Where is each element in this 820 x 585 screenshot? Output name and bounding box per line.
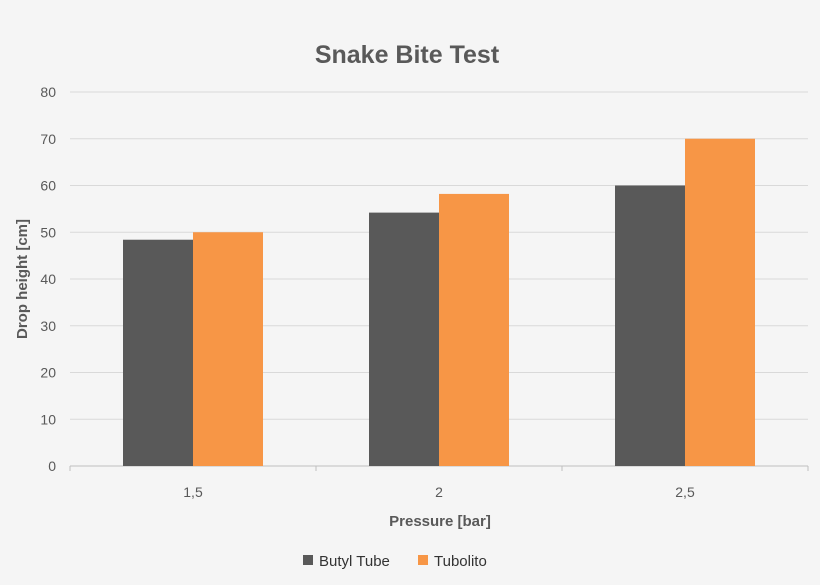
y-tick-label: 30: [40, 318, 56, 334]
legend-label: Butyl Tube: [319, 553, 390, 570]
y-tick-label: 40: [40, 271, 56, 287]
bar-butyl-tube: [369, 212, 439, 466]
legend-swatch: [303, 555, 313, 565]
bar-butyl-tube: [123, 239, 193, 466]
legend-swatch: [418, 555, 428, 565]
chart-title: Snake Bite Test: [315, 41, 500, 69]
y-axis-ticks: 0 10 20 30 40 50 60 70 80: [40, 84, 56, 474]
bars: [123, 138, 755, 467]
x-tick-label: 2: [435, 484, 443, 500]
x-axis-ticks: 1,5 2 2,5: [69, 466, 809, 500]
x-axis-label: Pressure [bar]: [389, 513, 491, 530]
y-tick-label: 0: [48, 458, 56, 474]
y-tick-label: 60: [40, 178, 56, 194]
bar-tubolito: [685, 138, 755, 466]
bar-tubolito: [439, 193, 509, 467]
x-tick-label: 1,5: [183, 484, 203, 500]
y-tick-label: 50: [40, 224, 56, 240]
x-tick-label: 2,5: [675, 484, 695, 500]
legend-label: Tubolito: [434, 553, 487, 570]
y-tick-label: 70: [40, 131, 56, 147]
bar-butyl-tube: [615, 185, 685, 466]
y-tick-label: 20: [40, 365, 56, 381]
y-tick-label: 80: [40, 84, 56, 100]
y-axis-label: Drop height [cm]: [14, 219, 31, 339]
y-tick-label: 10: [40, 411, 56, 427]
legend: Butyl Tube Tubolito: [303, 553, 487, 570]
bar-tubolito: [193, 232, 263, 466]
